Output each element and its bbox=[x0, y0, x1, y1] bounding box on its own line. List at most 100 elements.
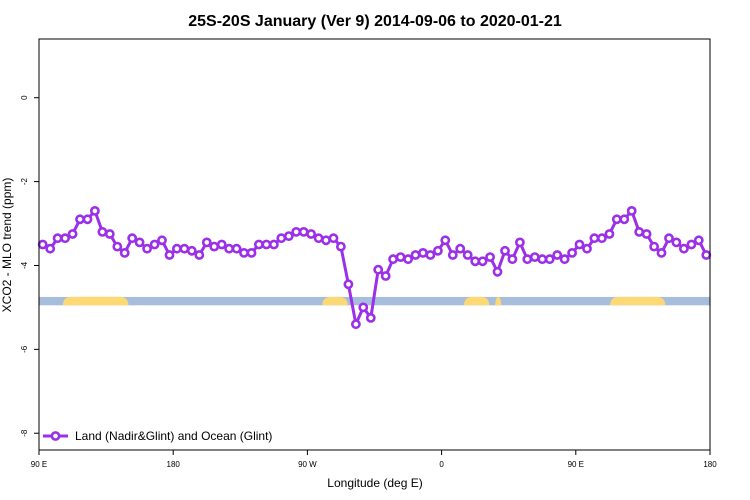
data-point bbox=[119, 247, 130, 258]
data-point bbox=[82, 214, 93, 225]
data-point bbox=[149, 239, 160, 250]
data-point bbox=[90, 205, 100, 216]
data-point bbox=[209, 241, 220, 252]
data-point bbox=[641, 229, 652, 239]
data-point bbox=[201, 237, 212, 248]
data-point bbox=[216, 239, 227, 250]
x-tick-label: 180 bbox=[703, 460, 717, 469]
data-point bbox=[104, 229, 115, 239]
data-point bbox=[335, 241, 346, 252]
data-point bbox=[589, 233, 600, 244]
data-point bbox=[321, 235, 331, 246]
data-point bbox=[701, 250, 712, 260]
data-point bbox=[507, 254, 518, 265]
x-tick-label: 90 E bbox=[31, 460, 47, 469]
data-point bbox=[276, 233, 287, 244]
y-axis-label: XCO2 - MLO trend (ppm) bbox=[0, 178, 14, 313]
data-point bbox=[686, 239, 697, 250]
series-layer bbox=[37, 205, 712, 330]
data-point bbox=[567, 247, 577, 258]
data-point bbox=[171, 243, 182, 254]
data-point bbox=[455, 243, 466, 254]
x-tick-label: 0 bbox=[439, 460, 444, 469]
data-point bbox=[231, 243, 242, 254]
y-tick-label: -8 bbox=[20, 429, 29, 437]
data-point bbox=[515, 237, 525, 248]
land-segment bbox=[62, 296, 126, 306]
data-point bbox=[626, 205, 637, 216]
data-point bbox=[574, 239, 585, 250]
data-point bbox=[365, 312, 376, 323]
data-point bbox=[559, 254, 570, 265]
legend-label: Land (Nadir&Glint) and Ocean (Glint) bbox=[75, 429, 272, 443]
data-point bbox=[425, 250, 436, 260]
data-point bbox=[75, 214, 85, 225]
data-point bbox=[693, 235, 704, 246]
data-point bbox=[283, 231, 294, 241]
data-point bbox=[358, 302, 369, 313]
data-point bbox=[403, 254, 413, 265]
data-point bbox=[291, 226, 302, 237]
data-point bbox=[544, 254, 555, 265]
data-point bbox=[395, 252, 406, 262]
data-point bbox=[306, 229, 316, 239]
data-point bbox=[410, 250, 421, 260]
land-segment bbox=[463, 296, 490, 306]
data-point bbox=[350, 319, 361, 330]
data-point bbox=[127, 233, 138, 244]
legend: Land (Nadir&Glint) and Ocean (Glint) bbox=[43, 429, 272, 443]
data-point bbox=[664, 233, 674, 244]
data-point bbox=[656, 247, 667, 258]
data-point bbox=[380, 271, 391, 281]
data-point bbox=[343, 279, 354, 290]
data-point bbox=[529, 252, 540, 262]
data-point bbox=[112, 241, 123, 252]
data-point bbox=[462, 250, 473, 260]
land-segment bbox=[495, 296, 502, 306]
data-point bbox=[447, 250, 458, 260]
data-point bbox=[194, 250, 205, 260]
data-point bbox=[388, 254, 398, 265]
data-point bbox=[597, 233, 607, 244]
data-point bbox=[45, 243, 56, 254]
data-point bbox=[67, 229, 78, 239]
data-point bbox=[649, 241, 659, 252]
y-tick-label: -6 bbox=[20, 345, 29, 353]
data-point bbox=[373, 264, 384, 275]
data-point bbox=[552, 250, 563, 260]
chart-title: 25S-20S January (Ver 9) 2014-09-06 to 20… bbox=[188, 13, 562, 30]
plot-frame bbox=[38, 38, 711, 451]
data-point bbox=[52, 233, 63, 244]
data-point bbox=[134, 237, 145, 248]
data-point bbox=[582, 243, 592, 254]
y-axis: 0 -2 -4 -6 -8 bbox=[20, 95, 39, 437]
data-point bbox=[492, 266, 503, 277]
y-tick-label: -2 bbox=[20, 177, 29, 185]
data-point bbox=[164, 250, 175, 260]
data-point bbox=[261, 239, 272, 250]
data-point bbox=[186, 245, 197, 256]
data-point bbox=[432, 245, 443, 256]
data-point bbox=[485, 252, 495, 262]
x-tick-label: 180 bbox=[167, 460, 181, 469]
data-point bbox=[604, 229, 615, 239]
data-point bbox=[253, 239, 264, 250]
land-segment bbox=[610, 296, 666, 306]
x-axis: 90 E 180 90 W 0 90 E 180 bbox=[31, 450, 717, 469]
data-point bbox=[522, 254, 533, 265]
data-point bbox=[477, 256, 488, 267]
data-point bbox=[671, 237, 682, 248]
x-tick-label: 90 W bbox=[298, 460, 317, 469]
data-point bbox=[500, 245, 510, 256]
data-point bbox=[246, 247, 257, 258]
data-point bbox=[239, 247, 249, 258]
x-tick-label: 90 E bbox=[568, 460, 584, 469]
x-axis-label: Longitude (deg E) bbox=[327, 476, 422, 490]
data-point bbox=[157, 235, 167, 246]
data-point bbox=[142, 243, 152, 254]
data-point bbox=[440, 235, 451, 246]
y-tick-label: 0 bbox=[20, 95, 29, 100]
data-point bbox=[224, 243, 234, 254]
data-point bbox=[619, 214, 630, 225]
